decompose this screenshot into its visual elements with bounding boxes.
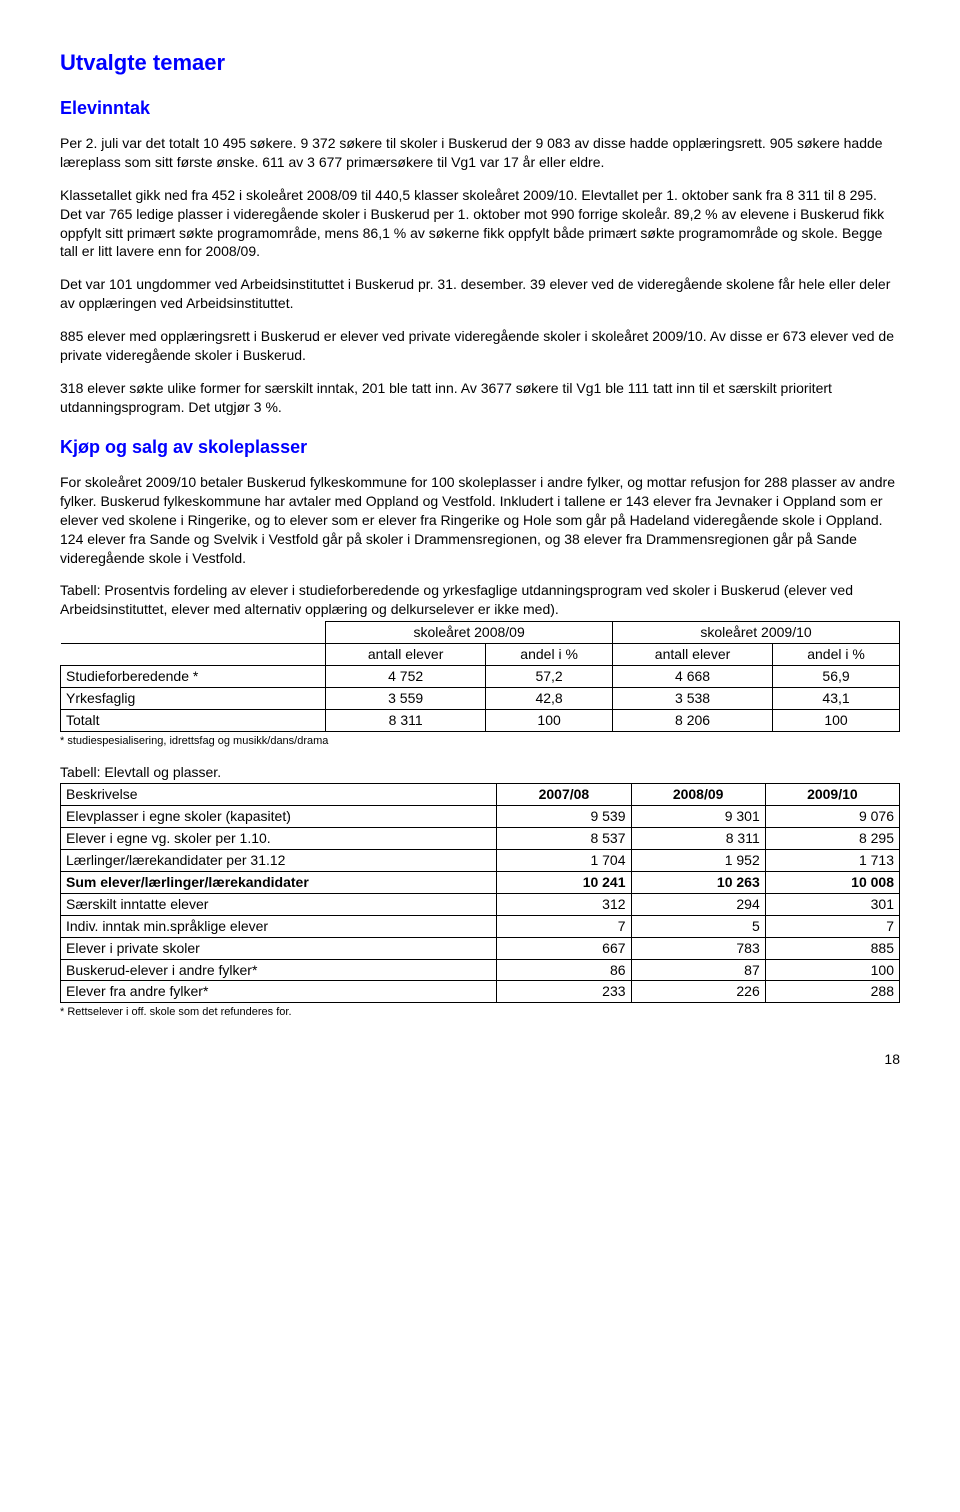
table-cell: 87: [631, 959, 765, 981]
table-header-cell: Beskrivelse: [61, 784, 497, 806]
table-header-cell: antall elever: [326, 644, 486, 666]
table-cell-label: Elevplasser i egne skoler (kapasitet): [61, 806, 497, 828]
page-main-heading: Utvalgte temaer: [60, 48, 900, 78]
table-cell: 294: [631, 893, 765, 915]
table-row: Totalt 8 311 100 8 206 100: [61, 709, 900, 731]
table-cell: 3 559: [326, 687, 486, 709]
table-cell: 57,2: [486, 665, 613, 687]
table-empty-cell: [61, 622, 326, 644]
table-cell: 226: [631, 981, 765, 1003]
table-row: Elevplasser i egne skoler (kapasitet)9 5…: [61, 806, 900, 828]
paragraph-5: 318 elever søkte ulike former for særski…: [60, 379, 900, 417]
table-row: Beskrivelse 2007/08 2008/09 2009/10: [61, 784, 900, 806]
table-cell: 10 263: [631, 871, 765, 893]
table-cell: 8 311: [326, 709, 486, 731]
table-row: skoleåret 2008/09 skoleåret 2009/10: [61, 622, 900, 644]
table-prosentvis-fordeling: skoleåret 2008/09 skoleåret 2009/10 anta…: [60, 621, 900, 731]
table2-caption: Tabell: Elevtall og plasser.: [60, 763, 900, 782]
table-cell: 9 301: [631, 806, 765, 828]
table-cell-label: Studieforberedende *: [61, 665, 326, 687]
table-empty-cell: [61, 644, 326, 666]
table-cell-label: Lærlinger/lærekandidater per 31.12: [61, 850, 497, 872]
table-cell-label: Særskilt inntatte elever: [61, 893, 497, 915]
table-cell: 233: [497, 981, 631, 1003]
table1-caption: Tabell: Prosentvis fordeling av elever i…: [60, 581, 900, 619]
section-heading-elevinntak: Elevinntak: [60, 96, 900, 120]
table-row: Studieforberedende * 4 752 57,2 4 668 56…: [61, 665, 900, 687]
table-elevtall-body: Elevplasser i egne skoler (kapasitet)9 5…: [60, 805, 900, 1003]
table-header-cell: 2008/09: [631, 784, 765, 806]
table-cell: 288: [765, 981, 899, 1003]
paragraph-2: Klassetallet gikk ned fra 452 i skoleåre…: [60, 186, 900, 262]
table-cell-label: Totalt: [61, 709, 326, 731]
table-header-cell: andel i %: [486, 644, 613, 666]
table-row: Elever i egne vg. skoler per 1.10.8 5378…: [61, 828, 900, 850]
table-cell: 42,8: [486, 687, 613, 709]
table-cell: 8 537: [497, 828, 631, 850]
table-cell: 312: [497, 893, 631, 915]
table-cell-label: Elever fra andre fylker*: [61, 981, 497, 1003]
table-cell: 10 008: [765, 871, 899, 893]
table-cell: 10 241: [497, 871, 631, 893]
table-cell: 783: [631, 937, 765, 959]
table-cell-label: Sum elever/lærlinger/lærekandidater: [61, 871, 497, 893]
table-cell: 100: [773, 709, 900, 731]
table-header-cell: andel i %: [773, 644, 900, 666]
paragraph-1: Per 2. juli var det totalt 10 495 søkere…: [60, 134, 900, 172]
table-cell: 4 668: [613, 665, 773, 687]
table-row: Yrkesfaglig 3 559 42,8 3 538 43,1: [61, 687, 900, 709]
table-cell: 7: [765, 915, 899, 937]
table-row: Sum elever/lærlinger/lærekandidater10 24…: [61, 871, 900, 893]
table-row: Elever i private skoler667783885: [61, 937, 900, 959]
table-header-cell: skoleåret 2009/10: [613, 622, 900, 644]
table-row: Buskerud-elever i andre fylker*8687100: [61, 959, 900, 981]
table-cell: 56,9: [773, 665, 900, 687]
table-cell: 100: [765, 959, 899, 981]
table-cell: 8 295: [765, 828, 899, 850]
table-header-cell: 2007/08: [497, 784, 631, 806]
table-cell: 3 538: [613, 687, 773, 709]
table2-footnote: * Rettselever i off. skole som det refun…: [60, 1005, 900, 1020]
table-cell: 1 952: [631, 850, 765, 872]
table-row: antall elever andel i % antall elever an…: [61, 644, 900, 666]
section-heading-kjop-salg: Kjøp og salg av skoleplasser: [60, 435, 900, 459]
table1-footnote: * studiespesialisering, idrettsfag og mu…: [60, 734, 900, 749]
paragraph-3: Det var 101 ungdommer ved Arbeidsinstitu…: [60, 275, 900, 313]
table-cell: 667: [497, 937, 631, 959]
table-cell: 43,1: [773, 687, 900, 709]
table-row: Elever fra andre fylker*233226288: [61, 981, 900, 1003]
table-row: Lærlinger/lærekandidater per 31.121 7041…: [61, 850, 900, 872]
table-header-cell: antall elever: [613, 644, 773, 666]
table-cell: 86: [497, 959, 631, 981]
table-cell-label: Elever i private skoler: [61, 937, 497, 959]
paragraph-4: 885 elever med opplæringsrett i Buskerud…: [60, 327, 900, 365]
table-header-cell: 2009/10: [765, 784, 899, 806]
table-cell-label: Buskerud-elever i andre fylker*: [61, 959, 497, 981]
table-cell: 100: [486, 709, 613, 731]
table-cell: 9 076: [765, 806, 899, 828]
table-cell: 301: [765, 893, 899, 915]
page-number: 18: [60, 1050, 900, 1069]
table-row: Indiv. inntak min.språklige elever757: [61, 915, 900, 937]
table-cell: 1 713: [765, 850, 899, 872]
table-row: Særskilt inntatte elever312294301: [61, 893, 900, 915]
table-cell-label: Elever i egne vg. skoler per 1.10.: [61, 828, 497, 850]
table-cell: 1 704: [497, 850, 631, 872]
table-header-cell: skoleåret 2008/09: [326, 622, 613, 644]
table-cell: 5: [631, 915, 765, 937]
table-cell: 7: [497, 915, 631, 937]
table-cell-label: Indiv. inntak min.språklige elever: [61, 915, 497, 937]
table-cell: 8 311: [631, 828, 765, 850]
table-cell: 885: [765, 937, 899, 959]
paragraph-6: For skoleåret 2009/10 betaler Buskerud f…: [60, 473, 900, 567]
table-cell-label: Yrkesfaglig: [61, 687, 326, 709]
table-cell: 4 752: [326, 665, 486, 687]
table-cell: 8 206: [613, 709, 773, 731]
table-cell: 9 539: [497, 806, 631, 828]
table-elevtall-plasser: Beskrivelse 2007/08 2008/09 2009/10: [60, 783, 900, 806]
